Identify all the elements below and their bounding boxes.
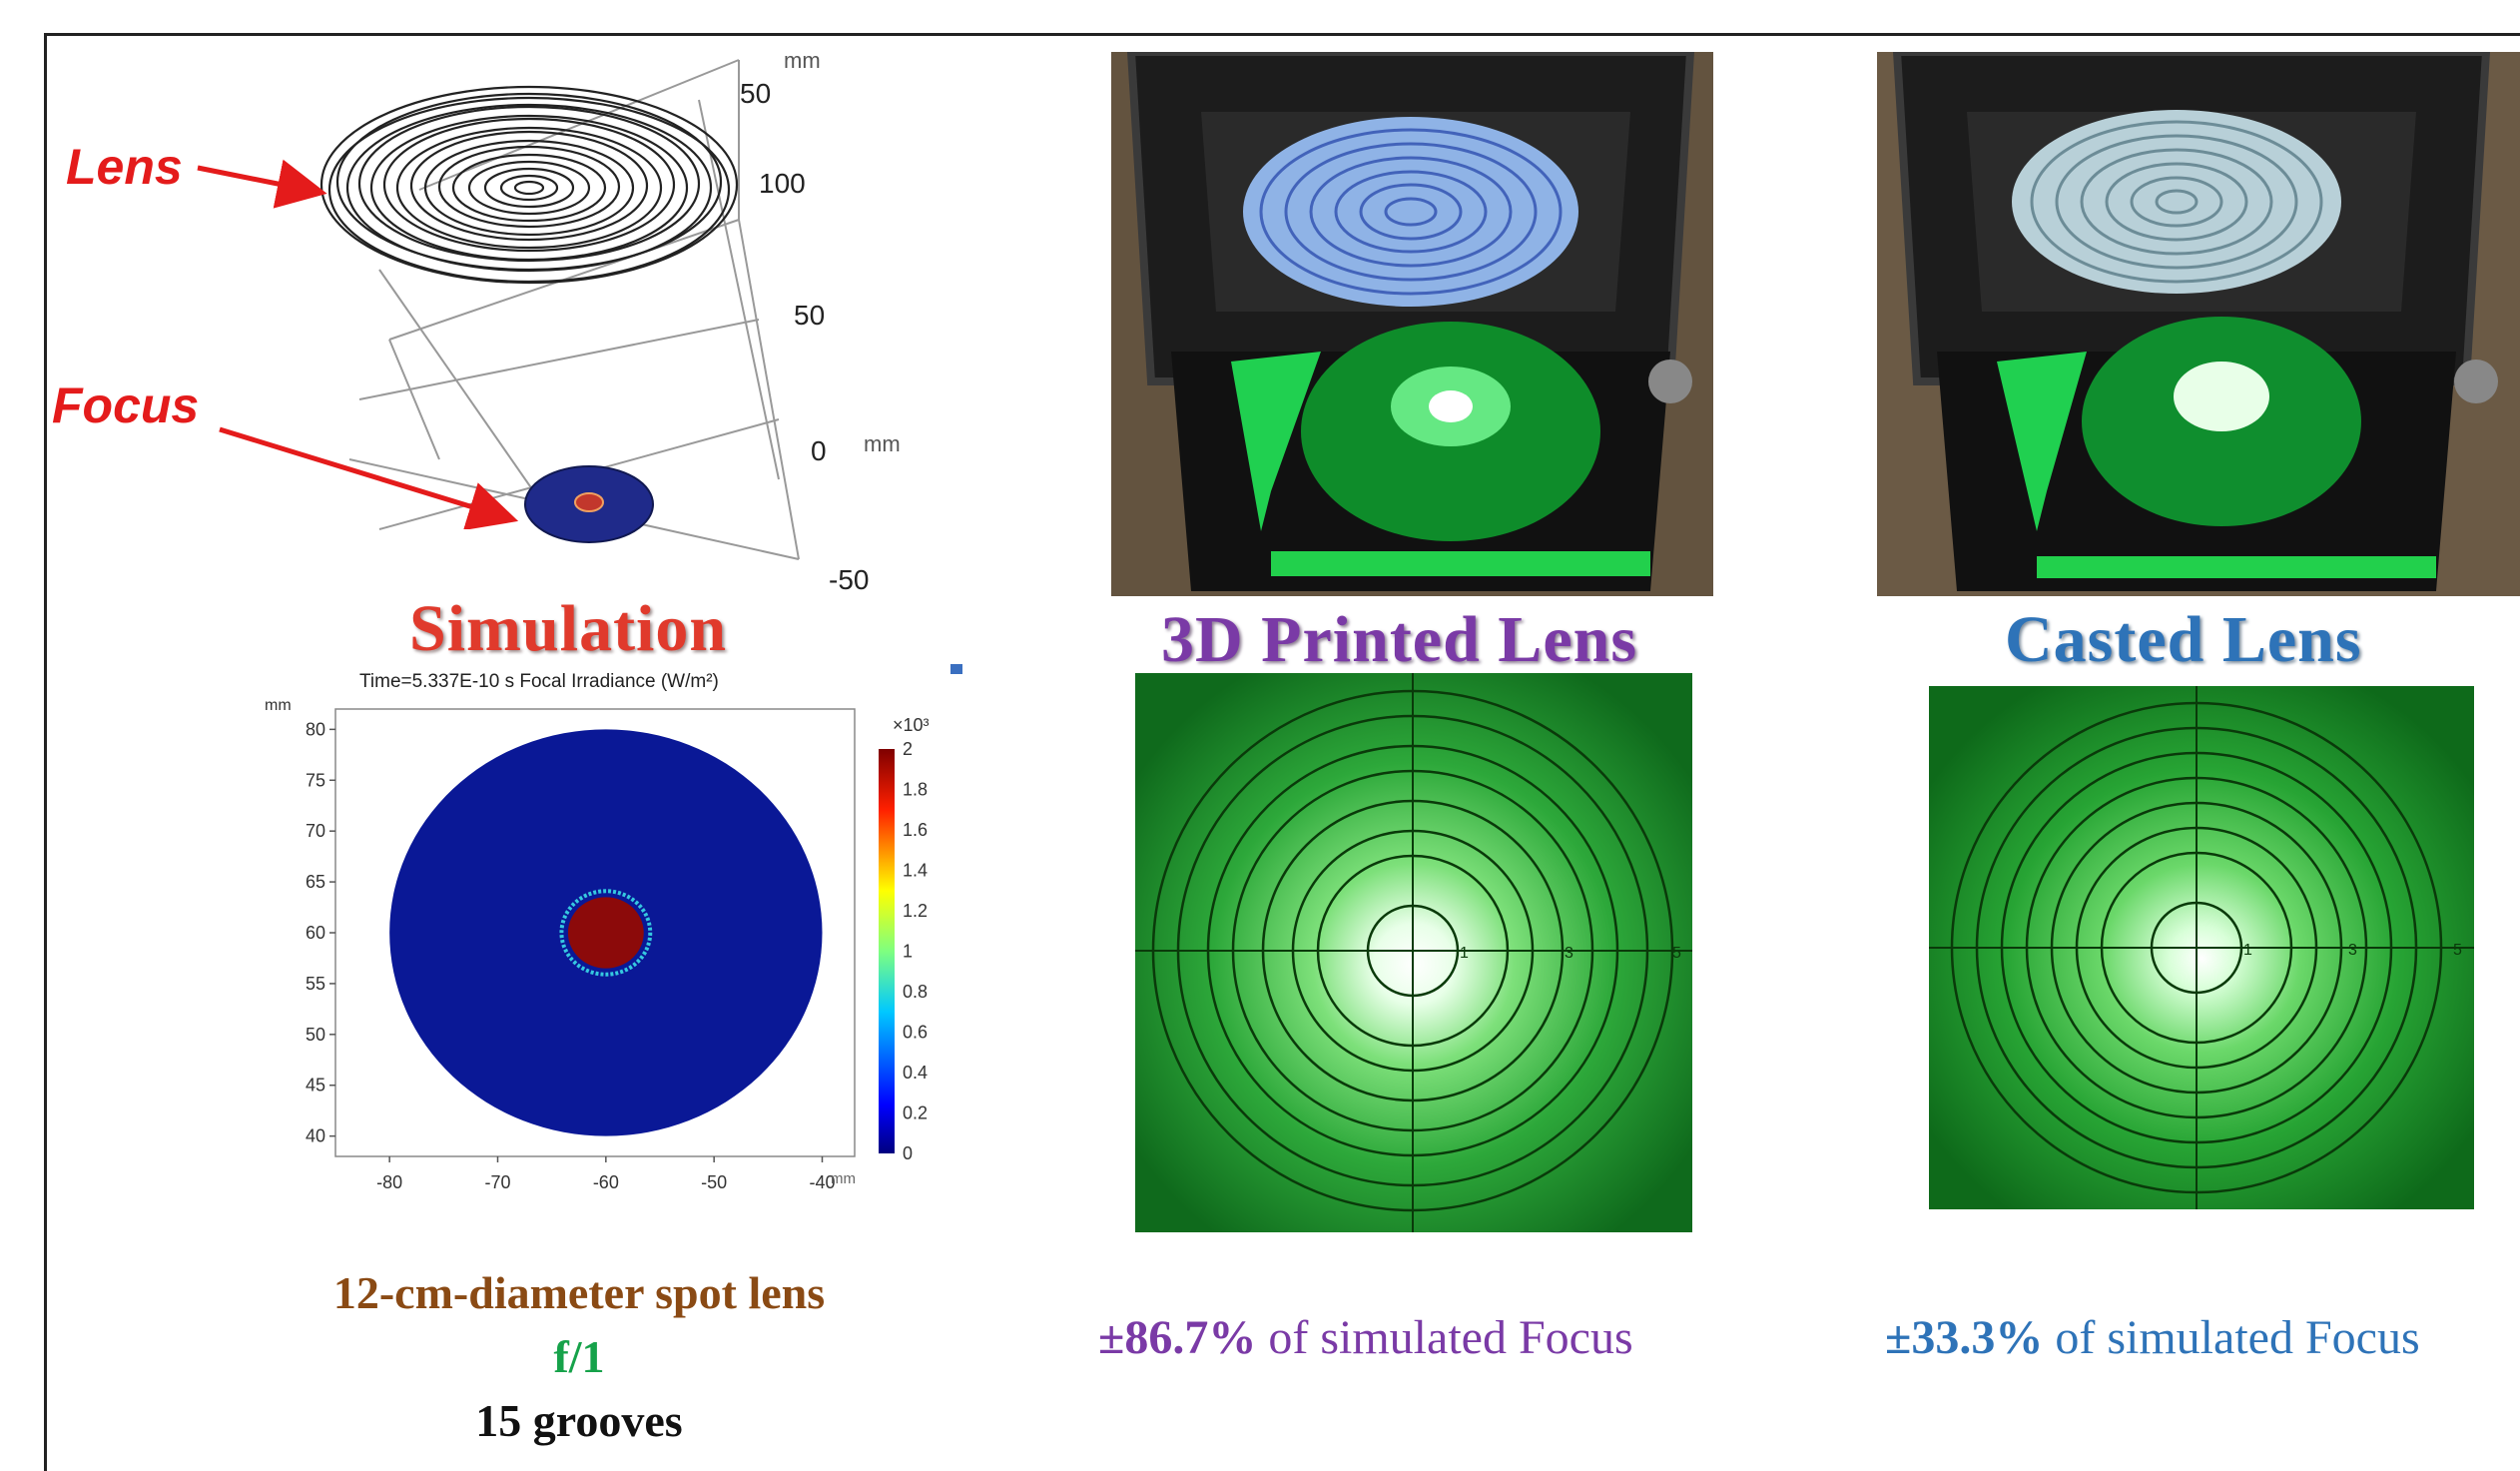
casted-heading: Casted Lens <box>2005 603 2362 676</box>
colorbar-tick-label: 1 <box>903 942 913 962</box>
axis-tick: 0 <box>811 435 827 466</box>
plot-title: Time=5.337E-10 s Focal Irradiance (W/m²) <box>359 671 719 692</box>
colorbar-tick-label: 0 <box>903 1143 913 1163</box>
colorbar <box>879 749 895 1153</box>
printed-pct-text: of simulated Focus <box>1256 1311 1633 1364</box>
axis-tick: 50 <box>794 300 826 331</box>
y-tick-label: 70 <box>306 821 325 841</box>
printed-lens-photo <box>1111 52 1713 596</box>
simulation-heading: Simulation <box>409 592 728 665</box>
x-unit: mm <box>831 1170 856 1187</box>
y-tick-label: 65 <box>306 872 325 892</box>
y-tick-label: 40 <box>306 1126 325 1146</box>
printed-heading: 3D Printed Lens <box>1161 603 1637 676</box>
colorbar-tick-label: 0.4 <box>903 1063 928 1083</box>
y-tick-label: 50 <box>306 1025 325 1045</box>
y-tick-label: 55 <box>306 974 325 994</box>
target-label: 3 <box>2348 942 2357 959</box>
colorbar-tick-label: 1.2 <box>903 901 928 921</box>
x-tick-label: -80 <box>376 1172 402 1192</box>
printed-focal-spot: 1 3 5 <box>1135 673 1692 1232</box>
target-label: 5 <box>2453 942 2462 959</box>
printed-pct-value: ±86.7% <box>1098 1311 1257 1364</box>
axis-unit-top: mm <box>784 48 821 73</box>
casted-lens-photo <box>1877 52 2520 596</box>
spec-grooves: 15 grooves <box>475 1395 683 1446</box>
arrows <box>197 159 519 529</box>
y-tick-label: 75 <box>306 770 325 790</box>
axis-tick: 50 <box>740 78 772 109</box>
x-tick-label: -40 <box>809 1172 835 1192</box>
focus-disk <box>524 465 654 543</box>
heatmap-plot: -80 -70 -60 -50 -40 80 75 70 65 60 55 50 45 40 2 1.8 1.… <box>306 708 928 1192</box>
colorbar-tick-label: 1.6 <box>903 820 928 840</box>
spec-diameter: 12-cm-diameter spot lens <box>332 1267 826 1318</box>
colorbar-tick-label: 0.6 <box>903 1023 928 1043</box>
printed-percentage: ±86.7% of simulated Focus <box>1098 1310 1633 1365</box>
figure-frame <box>44 33 2520 1471</box>
fresnel-lens-rings <box>319 85 739 285</box>
axis-tick: 100 <box>759 168 806 199</box>
hot-spot-ring <box>559 889 653 977</box>
x-tick-label: -70 <box>484 1172 510 1192</box>
axis-unit-side: mm <box>864 431 901 456</box>
y-tick-label: 60 <box>306 923 325 943</box>
casted-focal-spot: 1 3 5 <box>1929 686 2474 1209</box>
focus-label: Focus <box>52 377 200 433</box>
lens-3d-model <box>319 59 800 560</box>
colorbar-tick-label: 0.2 <box>903 1103 928 1123</box>
target-label: 5 <box>1672 945 1681 962</box>
colorbar-tick-label: 1.8 <box>903 780 928 800</box>
plot-corner-icon <box>950 664 962 674</box>
x-tick-label: -50 <box>701 1172 727 1192</box>
lens-label: Lens <box>66 139 183 195</box>
target-label: 1 <box>1460 945 1469 962</box>
hot-spot <box>567 897 644 969</box>
x-tick-label: -60 <box>593 1172 619 1192</box>
casted-pct-value: ±33.3% <box>1885 1311 2044 1364</box>
spec-fnumber: f/1 <box>553 1331 605 1382</box>
colorbar-tick-label: 0.8 <box>903 982 928 1002</box>
y-tick-label: 80 <box>306 719 325 739</box>
target-label: 3 <box>1565 945 1574 962</box>
colorbar-exponent: ×10³ <box>893 715 930 735</box>
casted-percentage: ±33.3% of simulated Focus <box>1885 1310 2420 1365</box>
target-label: 1 <box>2243 942 2252 959</box>
y-tick-label: 45 <box>306 1076 325 1096</box>
y-unit: mm <box>265 697 292 714</box>
axis-tick: -50 <box>829 564 870 595</box>
colorbar-tick-label: 2 <box>903 739 913 759</box>
colorbar-tick-label: 1.4 <box>903 861 928 881</box>
casted-pct-text: of simulated Focus <box>2043 1311 2420 1364</box>
focus-arrow <box>219 426 519 529</box>
lens-arrow <box>197 159 327 209</box>
